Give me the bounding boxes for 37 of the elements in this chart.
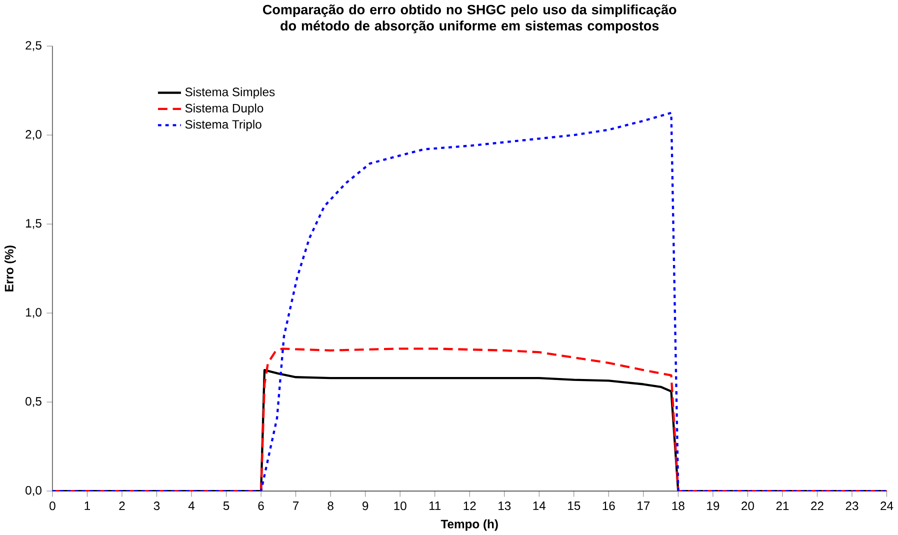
x-tick-label: 14 — [533, 501, 546, 510]
x-tick-label: 11 — [429, 501, 441, 510]
x-tick-label: 19 — [707, 501, 720, 510]
x-tick-label: 18 — [672, 501, 684, 510]
x-tick-label: 3 — [154, 501, 160, 510]
x-tick-label: 2 — [119, 501, 125, 510]
y-tick-label: 1,0 — [26, 308, 42, 318]
x-tick-label: 7 — [293, 501, 299, 510]
x-tick-label: 23 — [846, 501, 858, 510]
x-tick-label: 10 — [394, 501, 406, 510]
chart-title: Comparação do erro obtido no SHGC pelo uso da simplificação do método de absorção uniforme em sistemas compostos — [263, 4, 676, 34]
x-tick-label: 13 — [498, 501, 511, 510]
x-tick-label: 24 — [880, 501, 894, 510]
x-tick-label: 5 — [223, 501, 230, 510]
y-axis-title: Erro (%) — [4, 245, 16, 292]
x-tick-label: 9 — [362, 501, 368, 510]
legend-label: Sistema Duplo — [185, 103, 264, 115]
y-tick-label: 0,5 — [26, 396, 42, 407]
x-tick-label: 8 — [328, 501, 334, 510]
legend-label: Sistema Triplo — [185, 120, 262, 131]
legend-label: Sistema Simples — [185, 87, 275, 99]
x-tick-label: 15 — [568, 501, 580, 510]
x-tick-label: 12 — [464, 501, 476, 510]
x-tick-label: 21 — [776, 501, 789, 510]
y-tick-label: 1,5 — [26, 219, 42, 229]
x-tick-label: 4 — [188, 501, 195, 510]
x-tick-label: 20 — [742, 501, 754, 510]
x-tick-label: 16 — [602, 501, 615, 510]
x-axis-title: Tempo (h) — [440, 519, 498, 531]
x-tick-label: 0 — [50, 501, 56, 510]
x-tick-label: 22 — [811, 501, 824, 510]
y-tick-label: 2,5 — [26, 40, 42, 51]
y-tick-label: 0,0 — [26, 486, 42, 496]
x-tick-label: 1 — [84, 501, 90, 510]
x-tick-label: 6 — [258, 501, 264, 510]
x-tick-label: 17 — [638, 501, 650, 510]
y-tick-label: 2,0 — [26, 130, 42, 140]
